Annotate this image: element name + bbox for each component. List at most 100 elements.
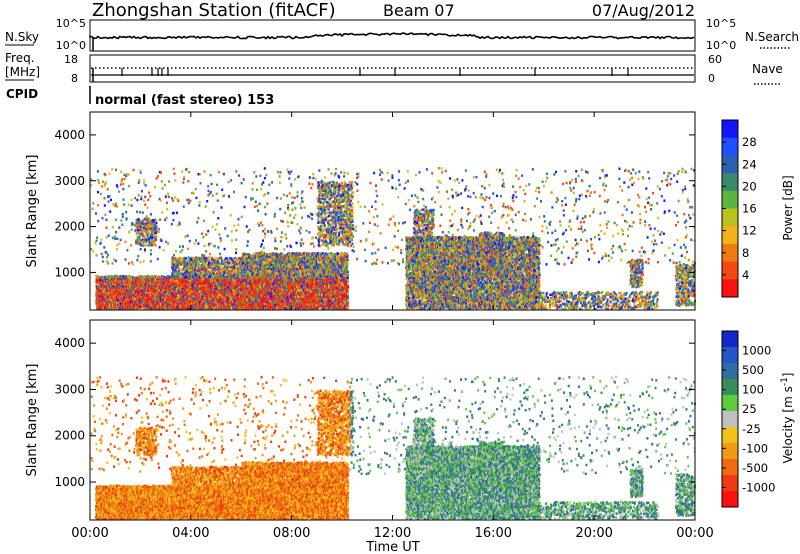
range-cell (122, 285, 125, 288)
range-cell (190, 301, 193, 305)
range-cell (101, 293, 104, 297)
range-cell (99, 300, 102, 303)
range-cell (154, 297, 157, 301)
range-cell (107, 305, 110, 309)
range-cell (151, 296, 154, 300)
range-cell (127, 299, 130, 303)
range-cell (158, 275, 161, 278)
range-cell (121, 279, 124, 282)
range-cell (97, 278, 100, 281)
range-cell (110, 304, 113, 307)
beam-label: Beam 07 (383, 1, 455, 20)
range-cell (143, 278, 146, 282)
noise-left-tick-bottom: 10^0 (56, 39, 86, 52)
range-cell (101, 279, 104, 282)
range-cell (166, 304, 169, 307)
range-cell (104, 299, 107, 303)
range-cell (124, 276, 127, 279)
freq-left-tick-bottom: 8 (71, 72, 78, 85)
range-cell (158, 293, 161, 296)
range-cell (127, 294, 130, 297)
range-cell (150, 301, 153, 305)
range-cell (139, 282, 142, 286)
nsky-label: N.Sky (5, 30, 39, 44)
range-cell (136, 286, 139, 289)
range-cell (144, 281, 147, 284)
range-cell (151, 277, 154, 280)
range-cell (95, 274, 98, 278)
range-cell (115, 296, 118, 300)
range-cell (170, 295, 173, 299)
range-cell (113, 294, 116, 297)
range-cell (146, 298, 149, 302)
range-cell (128, 307, 130, 311)
range-cell (154, 288, 157, 291)
range-cell (106, 290, 109, 294)
range-cell (103, 277, 106, 280)
range-cell (159, 298, 162, 301)
range-cell (134, 304, 137, 307)
range-cell (113, 276, 116, 279)
nsearch-label: N.Search (745, 30, 799, 44)
range-cell (180, 289, 183, 292)
range-cell (189, 302, 192, 305)
range-cell (115, 293, 118, 297)
range-cell (141, 278, 144, 282)
range-cell (134, 286, 137, 290)
range-cell (129, 300, 132, 303)
range-cell (110, 287, 113, 290)
range-cell (158, 287, 161, 290)
range-cell (136, 276, 139, 279)
range-cell (130, 275, 133, 279)
range-cell (166, 290, 169, 294)
range-cell (109, 295, 111, 298)
range-cell (143, 296, 146, 299)
range-cell (144, 282, 147, 285)
range-cell (104, 306, 107, 309)
range-cell (153, 302, 156, 305)
range-cell (144, 296, 147, 299)
range-cell (98, 304, 100, 307)
date-label: 07/Aug/2012 (592, 1, 695, 20)
range-cell (138, 305, 141, 309)
range-cell (140, 283, 143, 287)
range-cell (125, 306, 128, 309)
range-cell (111, 280, 114, 283)
range-cell (115, 275, 118, 278)
range-cell (156, 294, 159, 297)
range-cell (175, 307, 178, 310)
cpid-text: normal (fast stereo) 153 (95, 93, 274, 108)
range-cell (153, 284, 156, 287)
range-cell (132, 299, 135, 303)
range-cell (109, 282, 111, 285)
range-cell (122, 292, 125, 295)
range-cell (117, 300, 120, 303)
range-cell (146, 304, 149, 307)
range-cell (175, 305, 178, 309)
range-cell (101, 289, 104, 292)
freq-label-2: [MHz] (5, 65, 40, 79)
range-cell (166, 299, 169, 303)
range-cell (119, 285, 122, 288)
range-cell (96, 303, 99, 306)
range-cell (163, 283, 166, 287)
range-cell (103, 295, 105, 299)
range-cell (149, 281, 152, 284)
range-cell (127, 303, 130, 306)
range-cell (144, 299, 147, 302)
range-cell (158, 300, 161, 304)
range-cell (109, 300, 112, 304)
noise-left-tick-top: 10^5 (56, 17, 86, 30)
range-cell (100, 302, 103, 305)
range-cell (100, 307, 103, 310)
range-cell (134, 281, 137, 284)
range-cell (168, 301, 171, 304)
noise-trace (89, 32, 695, 40)
range-cell (156, 280, 159, 283)
range-cell (100, 286, 103, 289)
range-cell (140, 308, 143, 311)
range-cell (146, 276, 149, 280)
range-cell (111, 293, 114, 296)
